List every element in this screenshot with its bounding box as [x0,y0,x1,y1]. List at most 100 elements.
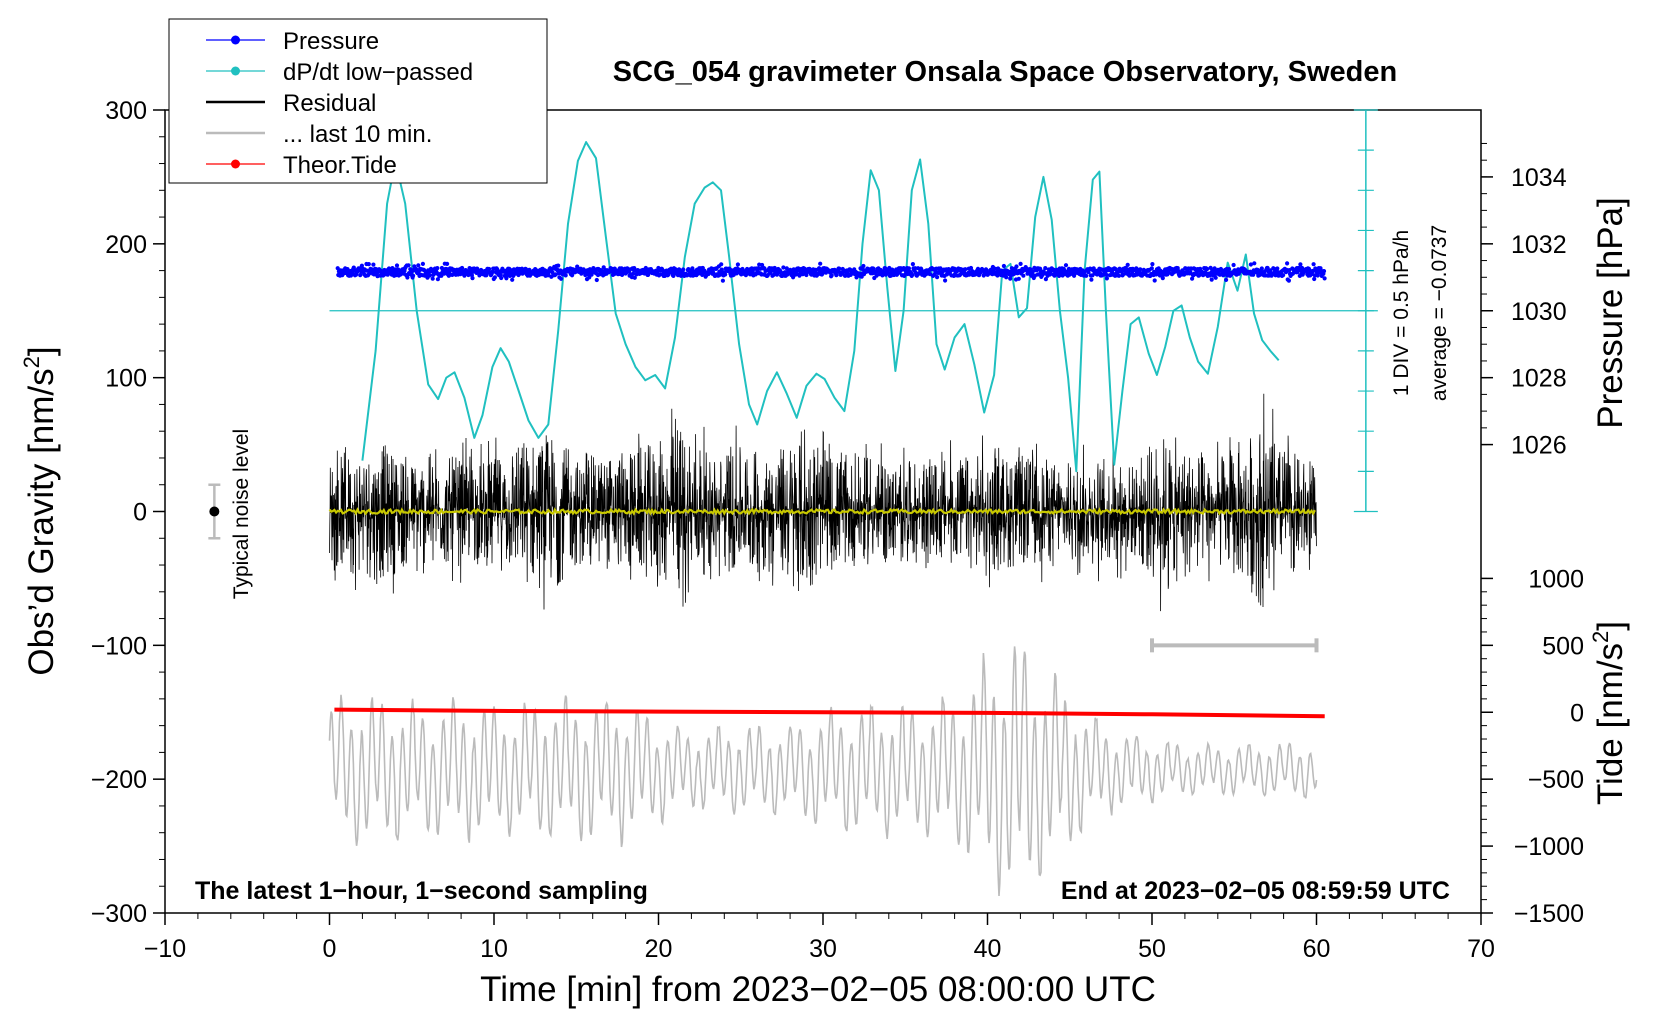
x-tick-label: −10 [144,935,186,963]
pressure-point [906,266,912,271]
pressure-point [837,266,842,271]
pressure-point [358,273,363,278]
y-tick-label: 100 [105,365,147,393]
tide-tick-label: −1000 [1514,833,1584,861]
div-label: 1 DIV = 0.5 hPa/h [1390,230,1413,396]
y-tick-label: −300 [91,900,147,928]
pressure-point [632,275,637,280]
pressure-point [1209,277,1214,282]
pressure-point [1281,273,1286,278]
legend-label: Theor.Tide [283,152,397,179]
legend-label: ... last 10 min. [283,121,432,148]
pressure-point [631,271,636,276]
tide-tick-label: 1000 [1528,565,1584,593]
pressure-point [492,275,497,280]
y-axis-label-tide: Tide [nm/s2] [1588,621,1630,805]
pressure-point [1321,269,1327,274]
residual-line [329,393,1317,612]
legend-marker [231,35,240,45]
pressure-point [1014,264,1019,269]
noise-bar-center [209,506,220,517]
pressure-point [1265,265,1270,271]
pressure-point [910,272,915,277]
pressure-point [1089,277,1094,282]
pressure-point [1205,266,1210,272]
tide-axis-ticks: 1000 500 0 −500 −1000 −1500 [1481,565,1584,928]
y-tick-label: 200 [105,231,147,259]
pressure-point [1311,262,1316,267]
pressure-point [563,273,568,278]
pressure-point [1190,276,1195,281]
pressure-point [556,263,561,268]
pressure-point [1318,266,1323,271]
pressure-point [1322,276,1327,281]
pressure-point [359,263,364,268]
noise-level-label: Typical noise level [230,429,253,599]
pressure-point [1213,275,1218,280]
pressure-point [1084,273,1089,278]
pressure-point [498,272,503,277]
pressure-point [435,277,440,282]
pressure-point [1285,261,1290,266]
x-tick-label: 0 [323,935,337,963]
residual-mean-series [328,507,1316,516]
y-tick-label: −100 [91,632,147,660]
x-tick-label: 60 [1303,935,1331,963]
legend-label: dP/dt low−passed [283,59,473,86]
pressure-point [1043,277,1048,282]
legend: Pressure dP/dt low−passed Residual ... last… [168,18,548,184]
x-tick-label: 50 [1138,935,1166,963]
pressure-point [1312,276,1317,282]
pressure-point [1016,276,1021,281]
y-axis-label-left: Obs’d Gravity [nm/s2] [19,346,61,675]
pressure-point [1248,262,1253,267]
pressure-point [594,277,599,283]
pressure-point [1226,267,1232,272]
pressure-point [1001,263,1007,269]
pressure-axis-ticks: 1034 1032 1030 1028 1026 [1481,142,1567,460]
pressure-point [406,263,411,268]
pressure-point [681,267,686,272]
pressure-point [460,265,465,271]
pressure-point [735,262,741,267]
pressure-tick-label: 1026 [1511,432,1567,460]
pressure-point [1150,262,1155,267]
pressure-point [938,266,943,271]
pressure-point [778,269,783,274]
pressure-point [1008,276,1013,281]
pressure-point [1259,266,1264,271]
pressure-point [943,278,948,283]
chart-title: SCG_054 gravimeter Onsala Space Observat… [613,56,1397,88]
pressure-point [719,267,724,272]
pressure-point [394,263,400,268]
pressure-point [1125,262,1130,267]
y-axis-ticks: 300 200 100 0 −100 −200 −300 [91,97,165,928]
last-10-min-series [328,646,1318,897]
pressure-point [913,266,918,271]
pressure-point [910,262,916,267]
x-tick-label: 40 [974,935,1002,963]
pressure-series [335,261,1327,283]
pressure-point [720,278,726,283]
pressure-point [1298,262,1303,267]
theor-tide-series [334,707,1325,719]
pressure-point [995,273,1000,278]
pressure-point [427,273,432,278]
pressure-point [1286,278,1291,283]
pressure-point [1251,272,1256,277]
pressure-point [1004,275,1009,280]
legend-label: Pressure [283,28,379,55]
pressure-point [1104,272,1109,277]
pressure-point [1018,261,1023,266]
pressure-point [487,266,492,272]
tide-tick-label: −1500 [1514,900,1584,928]
legend-marker [231,159,240,169]
pressure-tick-label: 1030 [1511,298,1567,326]
pressure-point [719,262,724,267]
pressure-point [963,267,968,272]
pressure-point [1300,265,1305,271]
pressure-point [445,261,450,266]
pressure-point [499,275,504,281]
pressure-point [1160,276,1165,281]
y-axis-label-pressure: Pressure [hPa] [1591,197,1630,429]
